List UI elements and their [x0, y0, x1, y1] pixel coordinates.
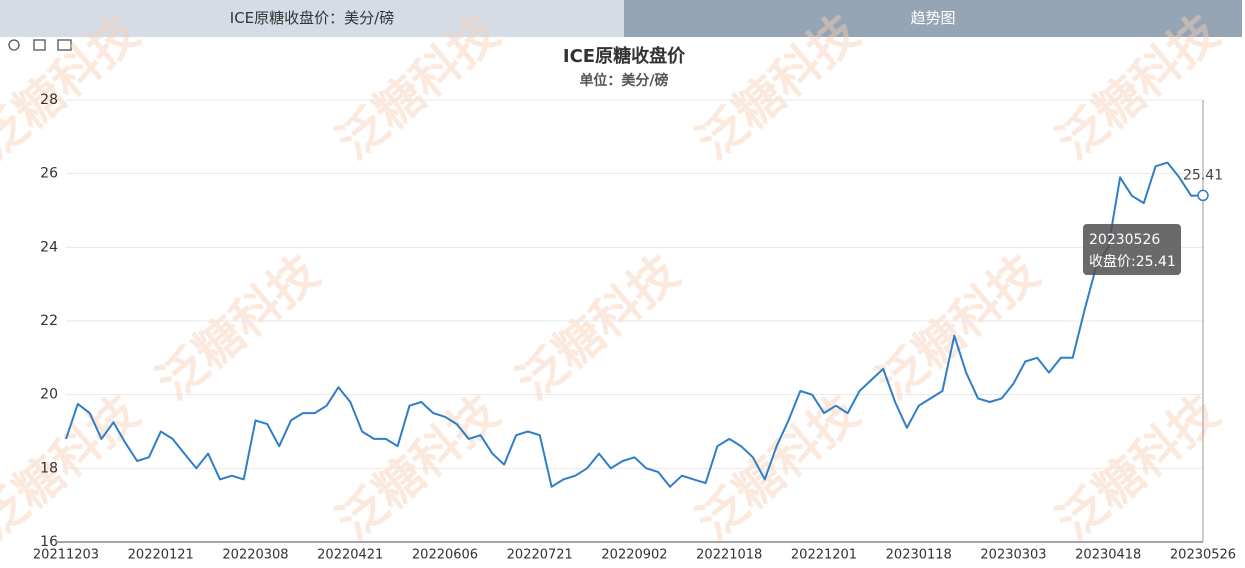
y-tick-label: 20 [40, 387, 58, 403]
x-tick-label: 20230118 [886, 548, 952, 563]
watermark: 泛糖科技 [147, 245, 330, 411]
toolbox [8, 39, 72, 51]
watermark: 泛糖科技 [1047, 5, 1230, 171]
x-tick-label: 20220902 [601, 548, 667, 563]
y-tick-label: 16 [40, 534, 58, 550]
y-tick-label: 24 [40, 239, 58, 255]
tooltip-text: 收盘价:25.41 [1089, 253, 1176, 270]
y-tick-label: 26 [40, 166, 58, 182]
watermark: 泛糖科技 [687, 5, 870, 171]
tab[interactable]: 趋势图 [624, 0, 1242, 37]
x-tick-label: 20220606 [412, 548, 478, 563]
x-tick-label: 20220721 [507, 548, 573, 563]
y-tick-label: 28 [40, 92, 58, 108]
x-tick-label: 20221201 [791, 548, 857, 563]
data-label: 25.41 [1183, 167, 1223, 183]
refresh-icon[interactable] [8, 39, 20, 51]
highlight-point [1197, 189, 1209, 202]
chart-subtitle: 单位：美分/磅 [579, 72, 668, 89]
y-tick-label: 18 [40, 460, 58, 476]
x-tick-label: 20221018 [696, 548, 762, 563]
watermark: 泛糖科技 [867, 245, 1050, 411]
tab[interactable]: ICE原糖收盘价：美分/磅 [0, 0, 624, 37]
x-tick-label: 20220421 [317, 548, 383, 563]
watermark: 泛糖科技 [507, 245, 690, 411]
watermark: 泛糖科技 [0, 5, 150, 171]
zoom-icon[interactable] [33, 39, 46, 51]
table-icon[interactable] [57, 39, 72, 51]
chart-title: ICE原糖收盘价 [563, 45, 686, 67]
x-tick-label: 20230303 [980, 548, 1046, 563]
watermark: 泛糖科技 [1047, 385, 1230, 551]
x-tick-label: 20230418 [1075, 548, 1141, 563]
tooltip-text: 20230526 [1089, 232, 1160, 248]
x-tick-label: 20220308 [222, 548, 288, 563]
x-tick-label: 20220121 [128, 548, 194, 563]
watermark: 泛糖科技 [327, 5, 510, 171]
tooltip-box [1083, 224, 1181, 275]
x-tick-label: 20211203 [33, 548, 99, 563]
y-tick-label: 22 [40, 313, 58, 329]
line [65, 161, 1204, 488]
watermark: 泛糖科技 [0, 385, 150, 551]
x-tick-label: 20230526 [1170, 548, 1236, 563]
